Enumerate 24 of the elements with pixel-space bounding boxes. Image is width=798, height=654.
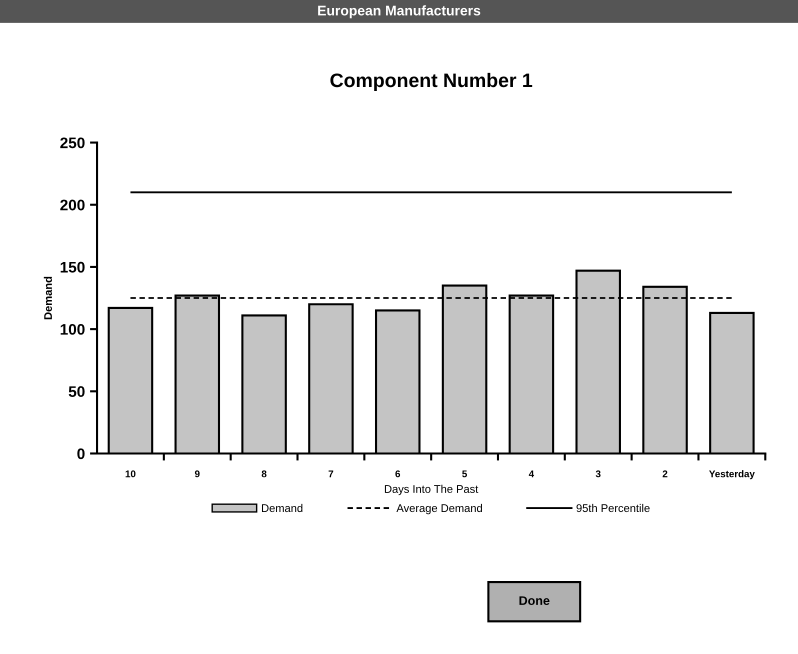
x-axis-title: Days Into The Past bbox=[384, 484, 478, 496]
y-tick-label: 200 bbox=[60, 200, 85, 210]
x-tick-label: 7 bbox=[328, 470, 334, 478]
x-tick-label: 4 bbox=[528, 470, 534, 478]
legend-label: Demand bbox=[262, 504, 302, 512]
y-tick-label: 0 bbox=[77, 448, 85, 460]
x-tick-label: 3 bbox=[596, 470, 601, 478]
y-tick-label: 100 bbox=[60, 324, 85, 335]
x-tick-label: 5 bbox=[462, 470, 468, 478]
text: European Manufacturers bbox=[318, 5, 480, 18]
y-tick-label: 50 bbox=[68, 386, 85, 397]
y-axis-title: Demand bbox=[44, 276, 52, 320]
x-tick-label: 2 bbox=[662, 470, 668, 478]
x-tick-label: Yesterday bbox=[709, 470, 755, 480]
x-tick-label: 6 bbox=[395, 470, 400, 478]
y-tick-label: 150 bbox=[60, 262, 85, 273]
x-tick-label: 10 bbox=[126, 470, 136, 478]
legend-label: 95th Percentile bbox=[576, 504, 650, 512]
legend-label: Average Demand bbox=[396, 504, 482, 514]
y-tick-label: 250 bbox=[60, 137, 85, 148]
x-tick-label: 8 bbox=[262, 470, 267, 478]
text: Done bbox=[519, 596, 550, 606]
chart-title: Component Number 1 bbox=[330, 72, 532, 92]
x-tick-label: 9 bbox=[194, 470, 200, 478]
